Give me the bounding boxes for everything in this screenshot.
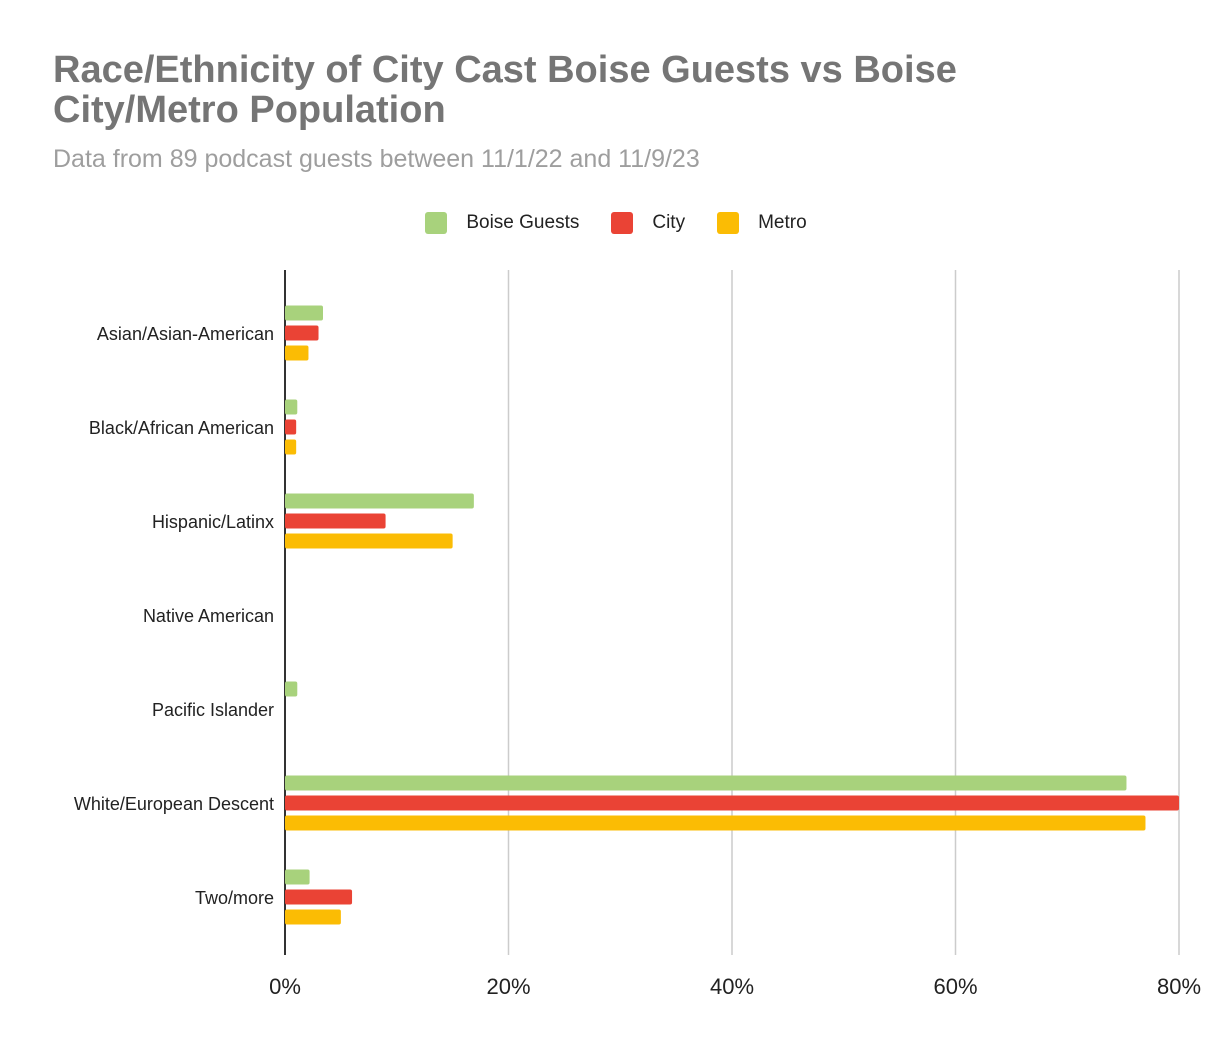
x-tick-label: 20% — [486, 974, 530, 999]
legend-item-metro[interactable]: Metro — [717, 212, 807, 234]
bar-boise-guests-two-more — [285, 869, 310, 885]
bar-city-two-more — [285, 889, 353, 905]
legend-swatch-city — [611, 212, 634, 234]
category-label: Hispanic/Latinx — [152, 512, 274, 532]
x-tick-label: 80% — [1157, 974, 1201, 999]
x-tick-label: 60% — [933, 974, 977, 999]
legend-label-metro: Metro — [758, 212, 807, 233]
bar-metro-white-european-descent — [285, 815, 1146, 831]
bar-metro-hispanic-latinx — [285, 533, 453, 549]
x-tick-label: 0% — [269, 974, 301, 999]
legend-swatch-metro — [717, 212, 740, 234]
legend-item-boise-guests[interactable]: Boise Guests — [425, 212, 579, 234]
category-label: Pacific Islander — [152, 700, 274, 720]
legend-label-city: City — [652, 212, 686, 233]
legend-item-city[interactable]: City — [611, 212, 685, 234]
category-label: Asian/Asian-American — [97, 324, 274, 344]
category-label: Black/African American — [89, 418, 274, 438]
bar-city-hispanic-latinx — [285, 513, 386, 529]
chart-subtitle: Data from 89 podcast guests between 11/1… — [53, 145, 700, 173]
bar-metro-two-more — [285, 909, 341, 925]
bar-boise-guests-black-african-american — [285, 399, 298, 415]
bar-city-white-european-descent — [285, 795, 1179, 811]
bar-city-asian-asian-american — [285, 325, 319, 341]
legend: Boise Guests City Metro — [0, 208, 1232, 238]
bar-boise-guests-asian-asian-american — [285, 305, 323, 321]
category-label: White/European Descent — [74, 794, 274, 814]
x-tick-label: 40% — [710, 974, 754, 999]
bar-metro-asian-asian-american — [285, 345, 309, 361]
legend-swatch-boise-guests — [425, 212, 448, 234]
chart-title: Race/Ethnicity of City Cast Boise Guests… — [53, 49, 957, 131]
category-label: Two/more — [195, 888, 274, 908]
legend-label-boise-guests: Boise Guests — [466, 212, 580, 233]
bar-boise-guests-white-european-descent — [285, 775, 1127, 791]
bar-boise-guests-hispanic-latinx — [285, 493, 474, 509]
bar-metro-black-african-american — [285, 439, 297, 455]
bar-city-black-african-american — [285, 419, 297, 435]
bar-boise-guests-pacific-islander — [285, 681, 298, 697]
category-label: Native American — [143, 606, 274, 626]
